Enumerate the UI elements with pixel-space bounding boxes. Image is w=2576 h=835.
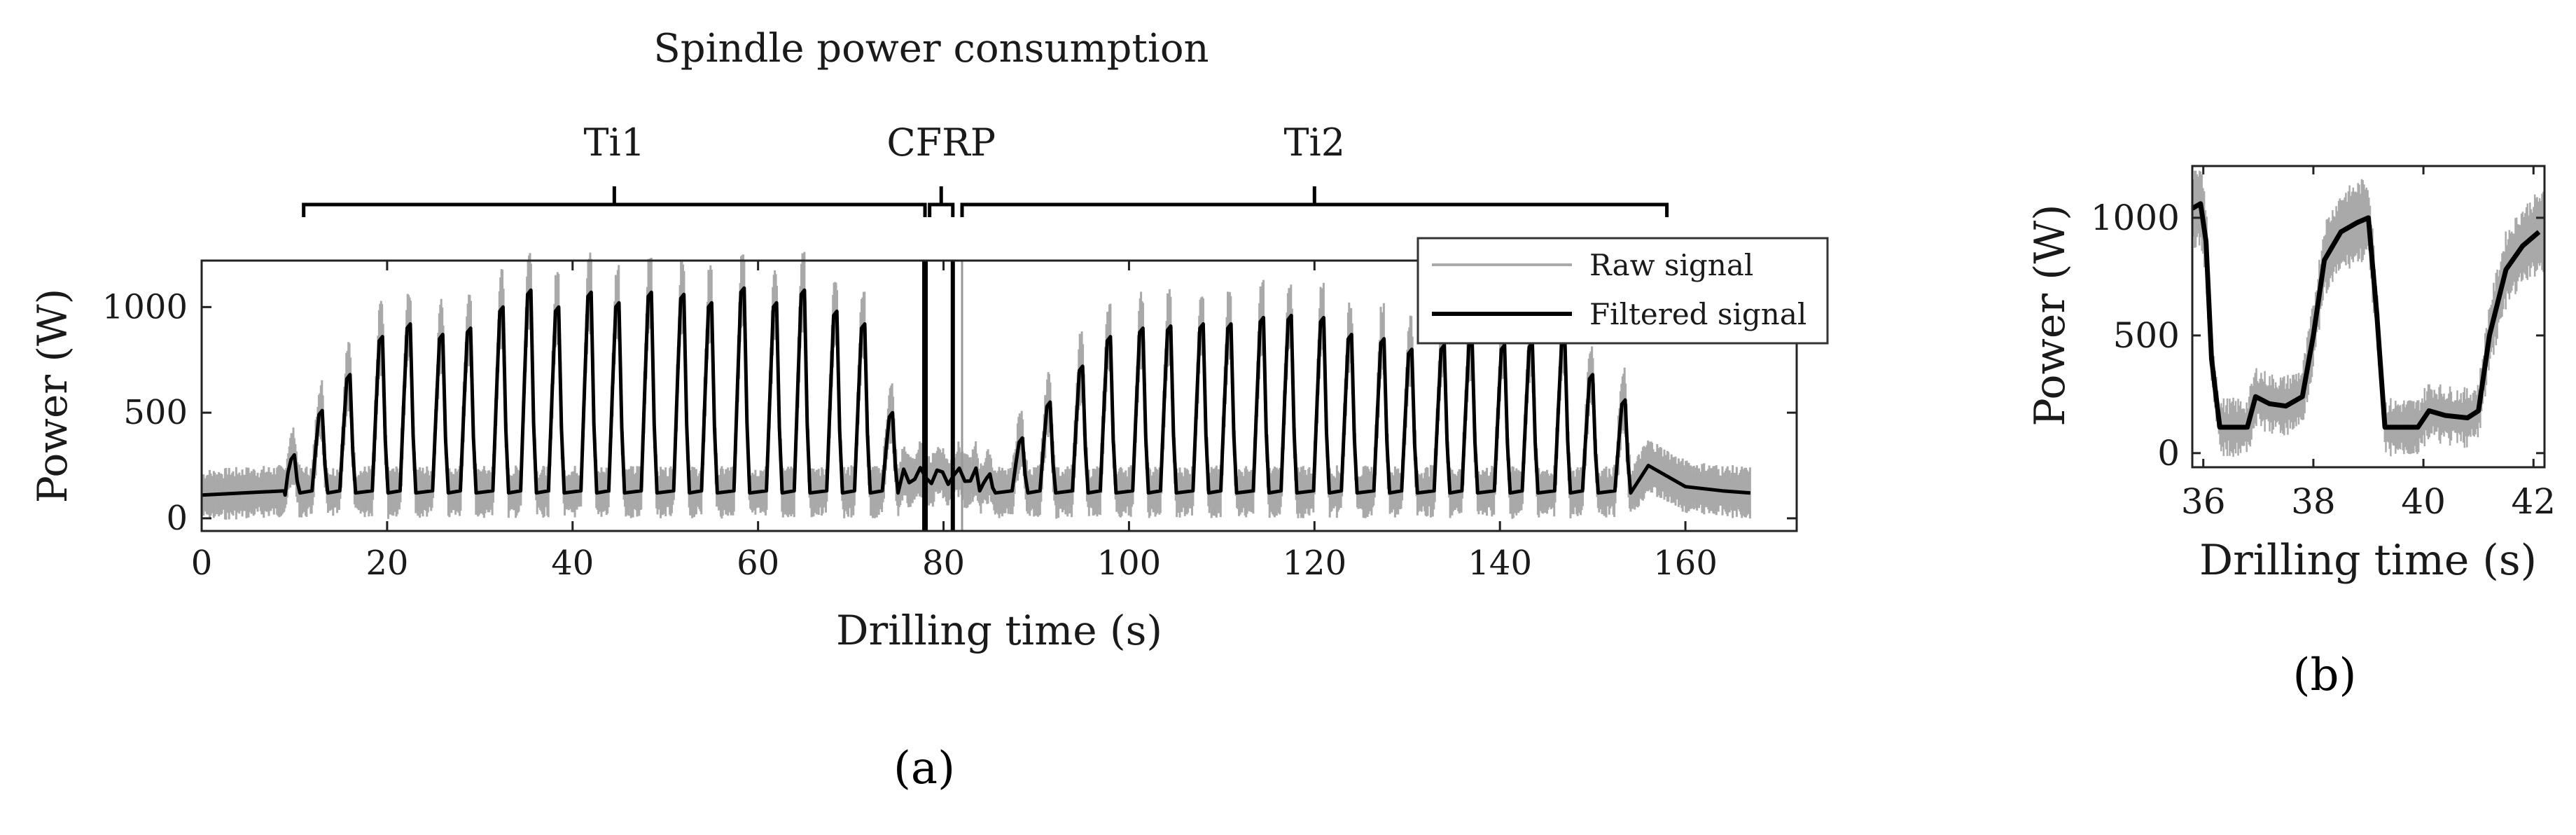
y-axis-b: 0 500 1000 (2091, 198, 2544, 474)
x-tick-label: 42 (2511, 481, 2556, 522)
x-axis-label-a: Drilling time (s) (836, 607, 1162, 654)
x-tick-label: 140 (1468, 544, 1532, 583)
x-tick-label: 20 (365, 544, 408, 583)
panel-a: Spindle power consumption Ti1 CFRP Ti2 0 20… (29, 26, 1829, 794)
y-axis-label-b: Power (W) (2026, 204, 2075, 426)
legend: Raw signal Filtered signal (1416, 237, 1829, 345)
raw-signal-band-b (2192, 170, 2544, 457)
phase-bracket (960, 186, 1669, 217)
x-tick-label: 100 (1097, 544, 1162, 583)
x-axis-label-b: Drilling time (s) (2199, 536, 2537, 585)
y-axis-a: 0 500 1000 (102, 287, 1797, 538)
phase-label: Ti1 (584, 120, 646, 165)
phase-brackets: Ti1 CFRP Ti2 (302, 120, 1669, 217)
filtered-signal-line (201, 286, 1750, 497)
x-tick-label: 40 (551, 544, 594, 583)
panel-b: 36 38 40 42 0 500 1000 Drilling time (s) Powe… (2026, 165, 2556, 701)
x-tick-label: 40 (2401, 481, 2446, 522)
chart-title: Spindle power consumption (653, 26, 1209, 71)
y-tick-label: 500 (123, 393, 188, 432)
phase-label: CFRP (886, 120, 996, 165)
x-tick-label: 120 (1282, 544, 1346, 583)
x-axis-b: 36 38 40 42 (2181, 166, 2556, 522)
panel-label-b: (b) (2293, 649, 2357, 701)
y-axis-label-a: Power (W) (29, 289, 76, 504)
y-tick-label: 0 (2157, 433, 2180, 474)
y-tick-label: 1000 (102, 287, 188, 326)
phase-bracket (928, 186, 955, 217)
filtered-signal-line-b (2191, 201, 2541, 430)
y-tick-label: 500 (2113, 315, 2180, 356)
x-tick-label: 38 (2291, 481, 2336, 522)
x-axis-a: 0 20 40 60 80 100 120 140 160 (191, 261, 1718, 583)
x-tick-label: 36 (2181, 481, 2226, 522)
x-tick-label: 80 (922, 544, 965, 583)
legend-raw-label: Raw signal (1589, 248, 1753, 282)
phase-label: Ti2 (1283, 120, 1345, 165)
legend-box (1416, 237, 1829, 345)
y-tick-label: 1000 (2091, 198, 2180, 238)
y-tick-label: 0 (166, 499, 188, 538)
plot-frame-b (2191, 165, 2546, 469)
legend-filtered-label: Filtered signal (1589, 297, 1806, 331)
phase-marker-lines (922, 261, 963, 531)
panel-label-a: (a) (893, 743, 955, 794)
plot-frame-a (200, 259, 1798, 532)
x-tick-label: 160 (1653, 544, 1718, 583)
x-tick-label: 60 (737, 544, 779, 583)
phase-bracket (302, 186, 927, 217)
x-tick-label: 0 (191, 544, 213, 583)
